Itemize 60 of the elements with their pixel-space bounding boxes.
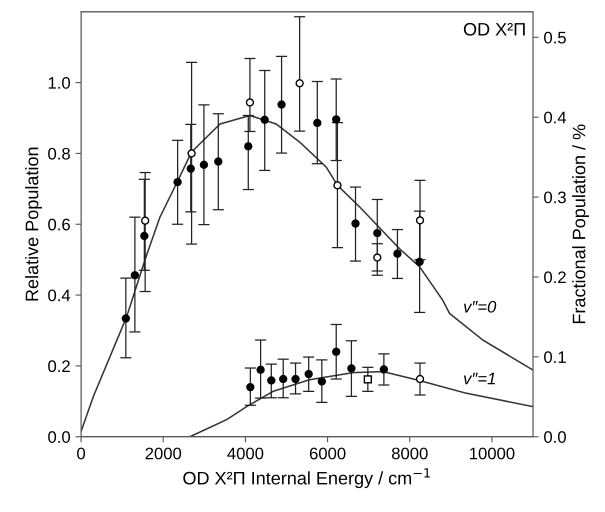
x-tick-label: 8000 xyxy=(392,448,428,460)
point xyxy=(246,98,254,107)
point xyxy=(332,348,340,356)
point xyxy=(214,157,222,166)
point xyxy=(313,118,322,128)
x-tick-label: 6000 xyxy=(310,448,346,460)
line-series xyxy=(81,114,534,432)
point xyxy=(244,142,252,151)
y2-axis-title: Fractional Population / % xyxy=(572,124,589,324)
point xyxy=(200,160,208,169)
point xyxy=(332,115,340,124)
point xyxy=(260,116,269,124)
y-tick-label: 0.8 xyxy=(48,148,70,160)
series-label: v″=0 xyxy=(464,300,496,313)
y2-tick-label: 0.2 xyxy=(544,271,566,284)
y-tick-label: 0.2 xyxy=(48,360,70,372)
point xyxy=(187,149,196,158)
point xyxy=(267,376,276,385)
point xyxy=(318,377,326,386)
point xyxy=(277,100,286,109)
x-tick-label: 0 xyxy=(77,448,86,460)
point xyxy=(130,271,140,280)
point xyxy=(393,249,402,258)
y-tick-label: 0.6 xyxy=(48,218,70,230)
point xyxy=(140,232,149,240)
annotation: OD X²Π xyxy=(464,22,525,36)
y2-tick-label: 0.3 xyxy=(544,192,566,204)
y2-tick-label: 0.4 xyxy=(544,112,566,124)
point xyxy=(122,314,130,323)
x-tick-label: 4000 xyxy=(227,448,264,460)
point xyxy=(347,364,356,373)
point xyxy=(186,164,195,173)
point xyxy=(380,365,388,374)
point xyxy=(333,181,342,190)
point xyxy=(351,219,360,228)
point xyxy=(291,374,300,384)
x-tick-label: 2000 xyxy=(146,448,182,460)
point xyxy=(256,366,265,374)
y-tick-label: 1.0 xyxy=(48,77,70,89)
y-tick-label: 0.4 xyxy=(48,289,70,302)
series-label: v″=1 xyxy=(464,372,495,384)
x-axis-title: OD X²Π Internal Energy / cm$^{−1}$ xyxy=(183,468,430,488)
y2-tick-label: 0.1 xyxy=(544,351,566,364)
y2-tick-label: 0.0 xyxy=(544,431,566,443)
point xyxy=(364,375,372,384)
y-axis-title: Relative Population xyxy=(25,148,42,301)
point xyxy=(416,216,424,225)
point xyxy=(373,228,382,238)
point xyxy=(415,258,424,266)
point xyxy=(246,382,255,392)
point xyxy=(279,374,288,384)
y-tick-label: 0.0 xyxy=(48,431,70,443)
y2-tick-label: 0.5 xyxy=(544,32,566,44)
point xyxy=(304,370,313,378)
point xyxy=(173,178,182,186)
point xyxy=(373,253,382,262)
point xyxy=(295,79,304,88)
point xyxy=(416,374,424,384)
x-tick-label: 10000 xyxy=(470,448,514,460)
point xyxy=(140,216,150,225)
